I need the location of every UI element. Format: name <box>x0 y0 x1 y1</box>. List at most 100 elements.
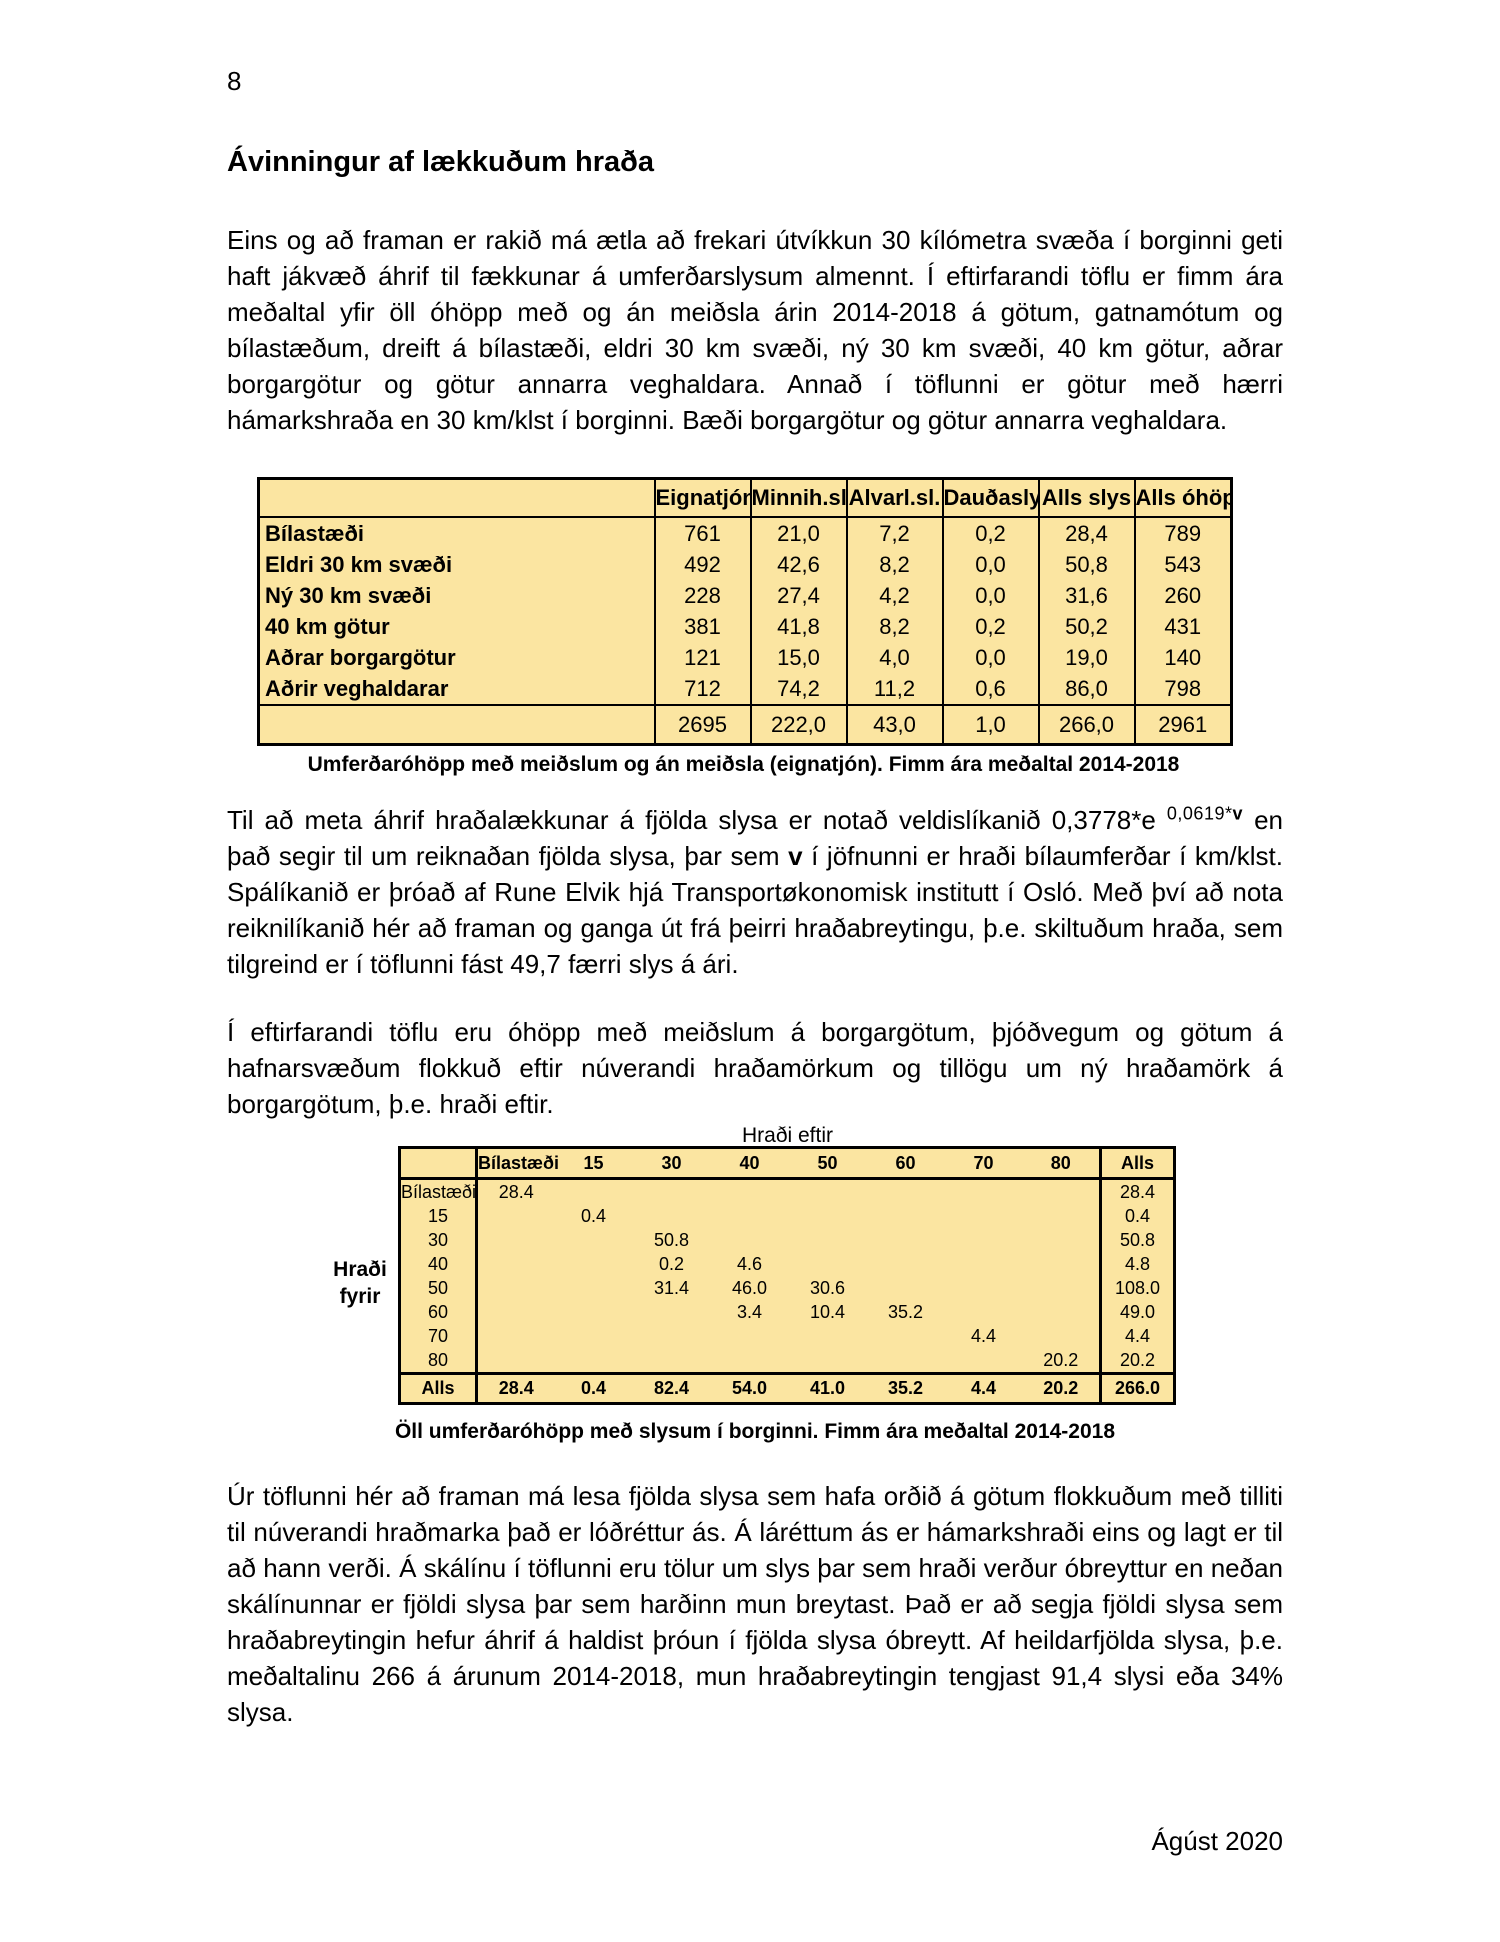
total-cell: 4.4 <box>944 1372 1023 1404</box>
data-cell <box>789 1228 867 1252</box>
data-cell <box>633 1204 711 1228</box>
table-row: Aðrar borgargötur 121 15,0 4,0 0,0 19,0 … <box>259 642 1232 673</box>
row-total-cell: 50.8 <box>1099 1228 1175 1252</box>
data-cell: 0.2 <box>658 1253 685 1274</box>
row-total-cell: 0.4 <box>1099 1204 1175 1228</box>
table-header-row: Bílastæði 15 30 40 50 60 70 80 Alls <box>399 1147 1175 1180</box>
header-cell: 60 <box>866 1147 945 1180</box>
data-cell <box>1023 1300 1101 1324</box>
page-number: 8 <box>227 66 242 96</box>
data-cell: 41,8 <box>749 611 847 642</box>
formula-variable: v <box>788 841 803 871</box>
data-cell <box>555 1179 633 1205</box>
section-heading: Ávinningur af lækkuðum hraða <box>227 146 654 178</box>
row-label: Bílastæði <box>265 520 365 546</box>
header-cell: 50 <box>788 1147 867 1180</box>
data-cell <box>477 1300 555 1324</box>
row-label: 50 <box>399 1276 478 1300</box>
table-row: 60 3.4 10.4 35.2 49.0 <box>399 1300 1175 1324</box>
table-row: Ný 30 km svæði 228 27,4 4,2 0,0 31,6 260 <box>259 580 1232 611</box>
data-cell <box>711 1228 789 1252</box>
row-total-cell: 4.4 <box>1099 1324 1175 1348</box>
data-cell: 86,0 <box>1037 673 1135 705</box>
header-cell: Alvarl.sl. <box>845 478 943 518</box>
data-cell <box>867 1252 945 1276</box>
data-cell <box>633 1300 711 1324</box>
data-cell: 42,6 <box>749 549 847 580</box>
header-cell: 40 <box>710 1147 789 1180</box>
data-cell: 4,0 <box>845 642 943 673</box>
row-label: Aðrir veghaldarar <box>265 675 449 701</box>
header-cell: 15 <box>554 1147 633 1180</box>
data-cell: 19,0 <box>1037 642 1135 673</box>
total-cell: 0.4 <box>554 1372 633 1404</box>
text-segment: í jöfnunni er hraði bílaumferðar í km/kl… <box>227 841 1283 979</box>
table1-caption: Umferðaróhöpp með meiðslum og án meiðsla… <box>307 753 1180 776</box>
data-cell: 0.4 <box>580 1205 607 1226</box>
side-label-line: fyrir <box>339 1285 381 1308</box>
data-cell <box>477 1228 555 1252</box>
data-cell: 31.4 <box>653 1277 690 1298</box>
data-cell: 46.0 <box>731 1277 768 1298</box>
data-cell: 28,4 <box>1037 517 1135 549</box>
header-cell: Eignatjón <box>653 478 751 518</box>
data-cell <box>555 1276 633 1300</box>
header-cell: 30 <box>632 1147 711 1180</box>
table-total-row: 2695 222,0 43,0 1,0 266,0 2961 <box>258 704 1232 745</box>
data-cell: 35.2 <box>887 1301 924 1322</box>
total-cell: 2695 <box>653 704 751 745</box>
data-cell: 381 <box>653 611 751 642</box>
data-cell <box>789 1179 867 1205</box>
data-cell <box>477 1252 555 1276</box>
data-cell <box>1023 1276 1101 1300</box>
total-cell: 20.2 <box>1022 1372 1101 1404</box>
row-total-cell: 28.4 <box>1099 1178 1175 1204</box>
data-cell: 0,0 <box>941 580 1039 611</box>
data-cell: 492 <box>653 549 751 580</box>
paragraph-model: Til að meta áhrif hraðalækkunar á fjölda… <box>227 802 1283 982</box>
table-row: Bílastæði 761 21,0 7,2 0,2 28,4 789 <box>259 517 1232 549</box>
data-cell <box>867 1228 945 1252</box>
data-cell <box>789 1348 867 1374</box>
data-cell <box>945 1228 1023 1252</box>
total-cell: 2961 <box>1133 704 1232 745</box>
data-cell: 431 <box>1133 611 1232 642</box>
data-cell <box>789 1204 867 1228</box>
row-label: 15 <box>399 1204 478 1228</box>
data-cell <box>555 1324 633 1348</box>
header-cell: Dauðaslys <box>941 478 1039 518</box>
data-cell: 8,2 <box>845 611 943 642</box>
table-header-row: Eignatjón Minnih.sl. Alvarl.sl. Dauðasly… <box>258 478 1232 518</box>
data-cell: 10.4 <box>809 1301 846 1322</box>
data-cell <box>711 1324 789 1348</box>
data-cell <box>633 1348 711 1374</box>
data-cell: 0,0 <box>941 549 1039 580</box>
text-segment: Til að meta áhrif hraðalækkunar á fjölda… <box>227 805 1167 835</box>
data-cell <box>945 1252 1023 1276</box>
data-cell <box>555 1300 633 1324</box>
total-cell: 54.0 <box>710 1372 789 1404</box>
corner-cell <box>399 1147 478 1180</box>
data-cell <box>789 1252 867 1276</box>
data-cell <box>477 1276 555 1300</box>
corner-cell <box>258 478 655 518</box>
header-cell: 80 <box>1022 1147 1101 1180</box>
table-row: 40 0.2 4.6 4.8 <box>399 1252 1175 1276</box>
data-cell: 30.6 <box>809 1277 846 1298</box>
total-cell: 222,0 <box>749 704 847 745</box>
data-cell: 121 <box>653 642 751 673</box>
total-cell: 35.2 <box>866 1372 945 1404</box>
formula-variable: v <box>1232 803 1243 824</box>
data-cell: 761 <box>653 517 751 549</box>
data-cell <box>477 1204 555 1228</box>
table-row: 70 4.4 4.4 <box>399 1324 1175 1348</box>
text-segment: en það segir til um reiknaðan fjölda sly… <box>227 805 1283 871</box>
row-label: Alls <box>399 1372 478 1404</box>
data-cell <box>477 1348 555 1374</box>
table-row: 40 km götur 381 41,8 8,2 0,2 50,2 431 <box>259 611 1232 642</box>
data-cell: 4.6 <box>736 1253 763 1274</box>
row-label: Eldri 30 km svæði <box>265 551 453 577</box>
data-cell <box>711 1348 789 1374</box>
data-cell: 0,0 <box>941 642 1039 673</box>
total-cell: 266,0 <box>1037 704 1135 745</box>
